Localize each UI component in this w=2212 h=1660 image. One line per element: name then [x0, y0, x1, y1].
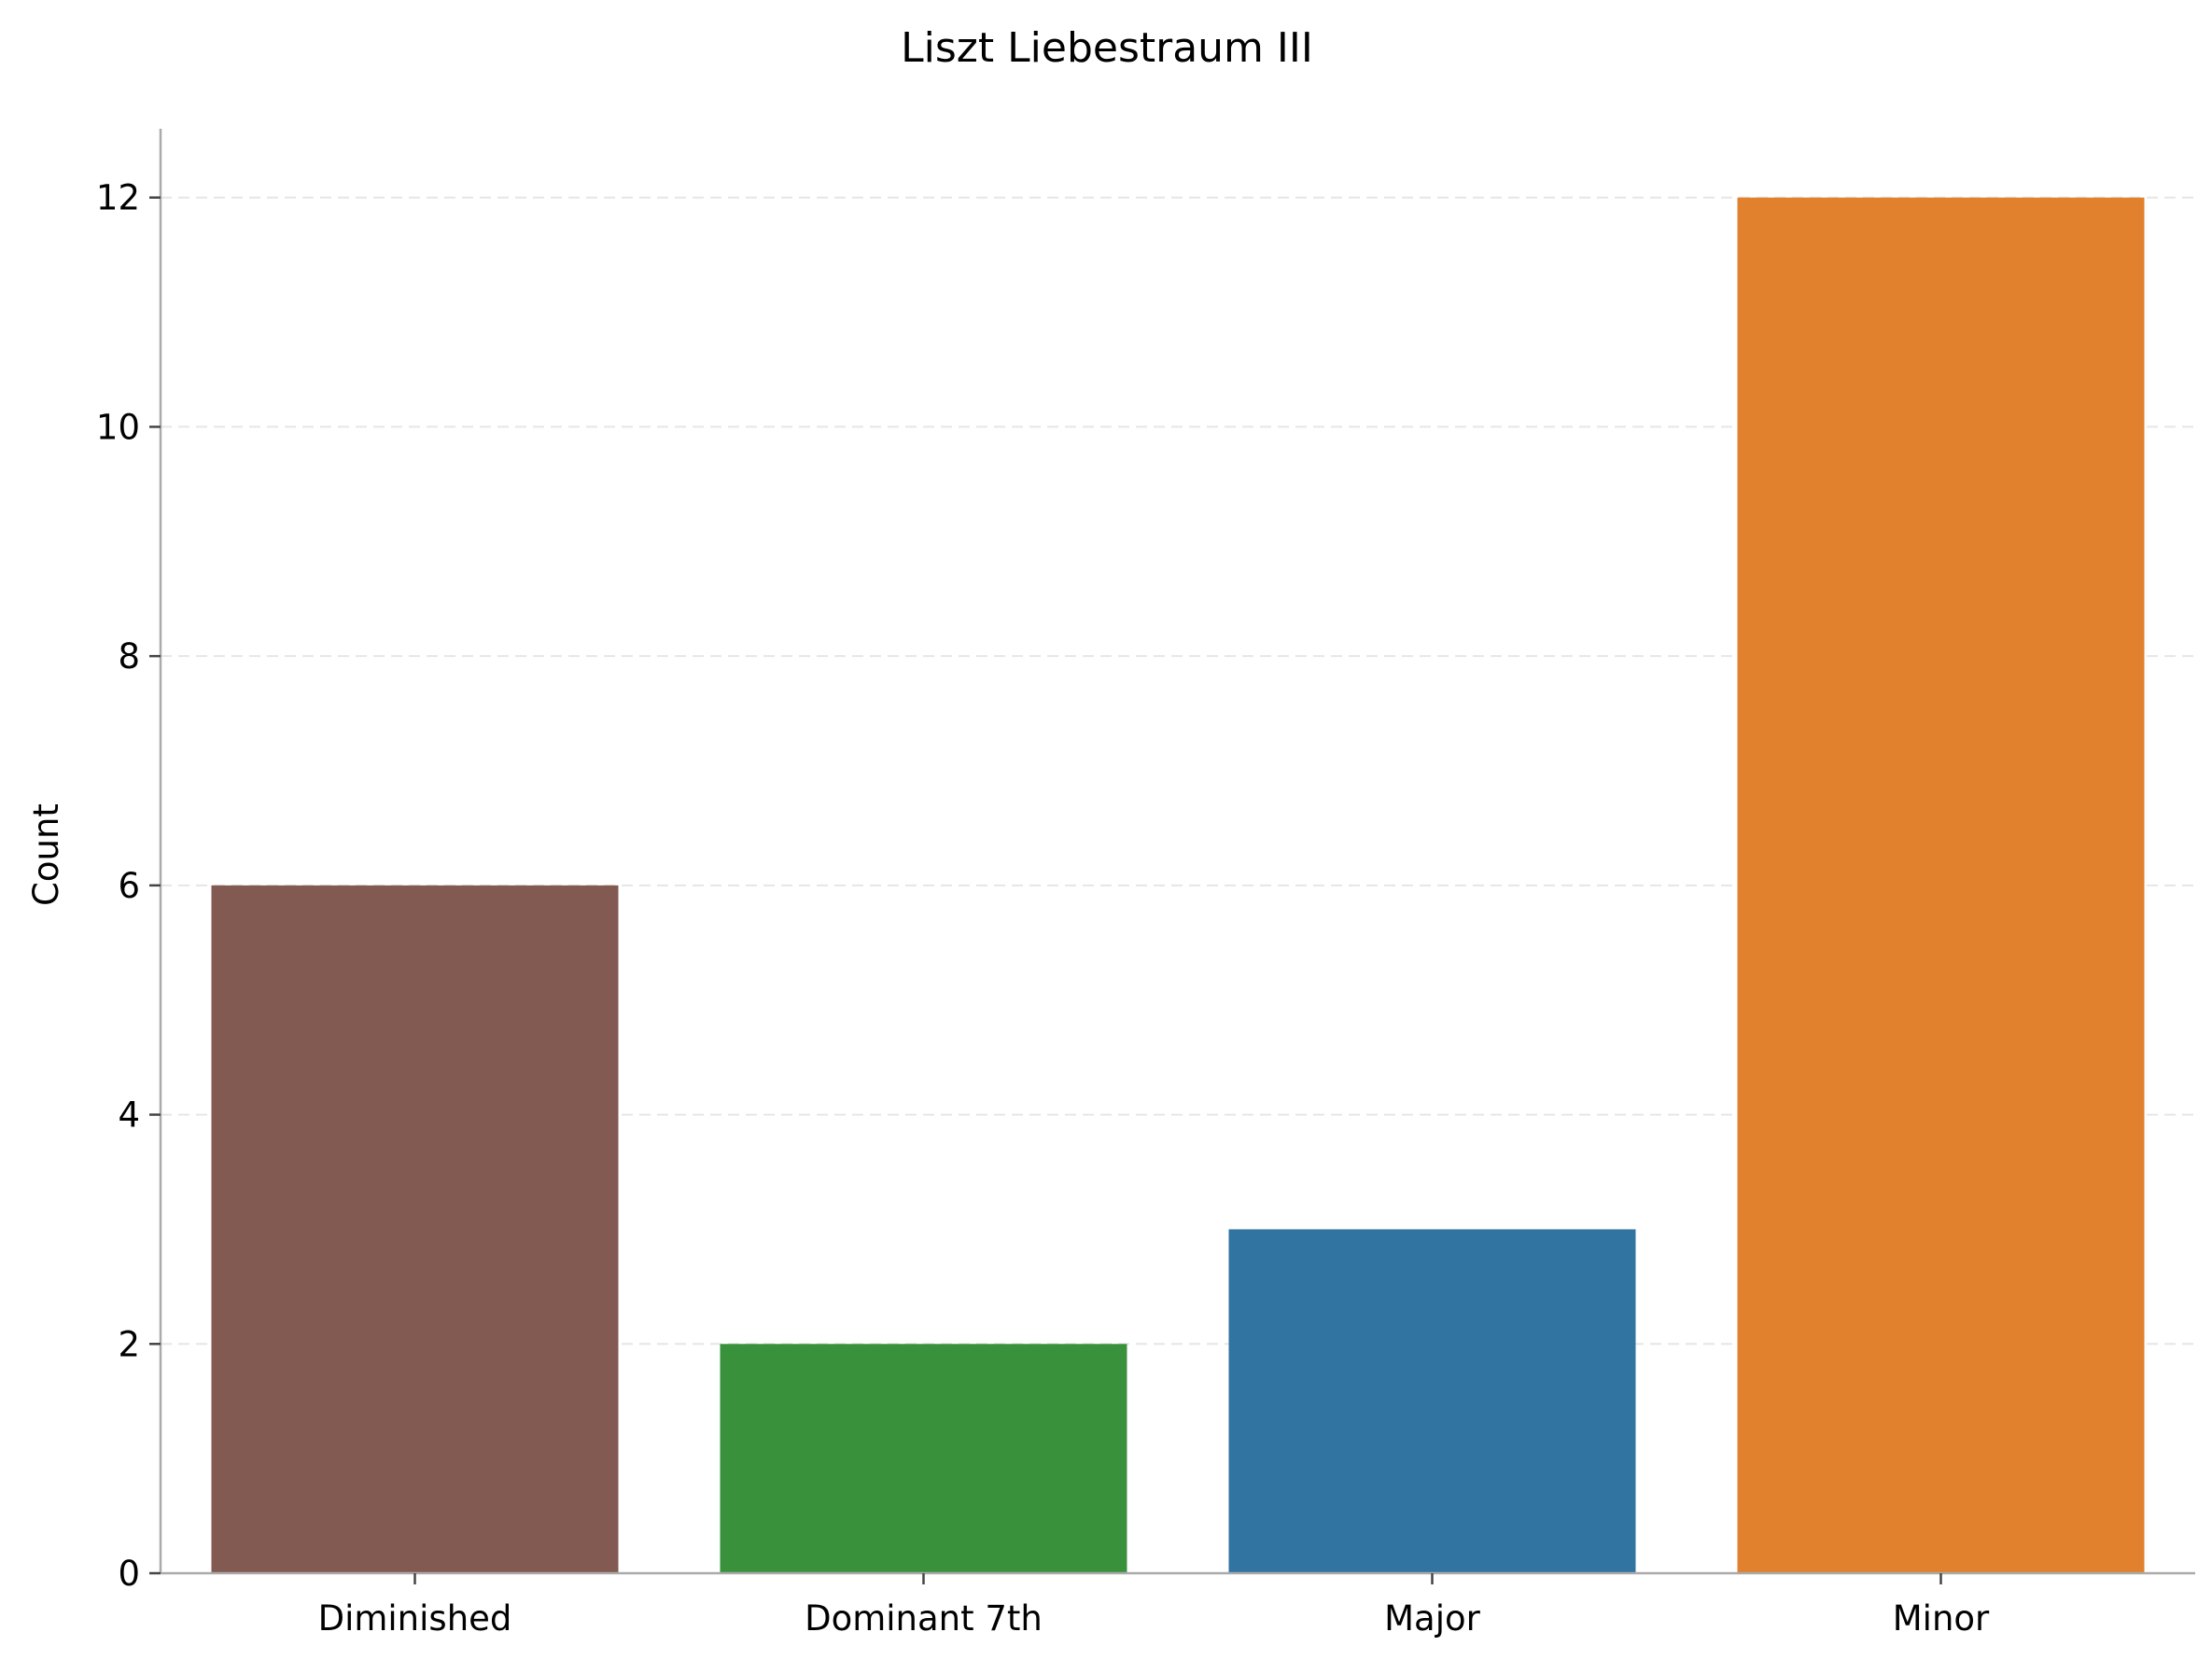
y-tick-label: 2 [118, 1324, 140, 1364]
bar-dominant-7th [720, 1344, 1127, 1573]
x-tick-label: Dominant 7th [805, 1598, 1043, 1639]
bar-major [1228, 1229, 1636, 1573]
x-ticks: Diminished Dominant 7th Major Minor [318, 1573, 1990, 1639]
y-tick-label: 0 [118, 1554, 140, 1594]
y-tick-label: 12 [96, 178, 140, 218]
bars [211, 197, 2145, 1574]
y-tick-label: 6 [118, 866, 140, 906]
bar-minor [1737, 197, 2145, 1574]
x-tick-label: Minor [1893, 1598, 1990, 1639]
chart-title: Liszt Liebestraum III [901, 24, 1313, 72]
x-tick-label: Major [1384, 1598, 1481, 1639]
y-tick-label: 4 [118, 1095, 140, 1136]
axes [159, 129, 2195, 1575]
y-axis-label: Count [26, 803, 66, 906]
y-tick-label: 10 [96, 407, 140, 447]
x-tick-label: Diminished [318, 1598, 512, 1639]
bar-diminished [211, 885, 619, 1573]
y-tick-label: 8 [118, 636, 140, 677]
y-ticks: 0 2 4 6 8 10 12 [96, 178, 161, 1594]
